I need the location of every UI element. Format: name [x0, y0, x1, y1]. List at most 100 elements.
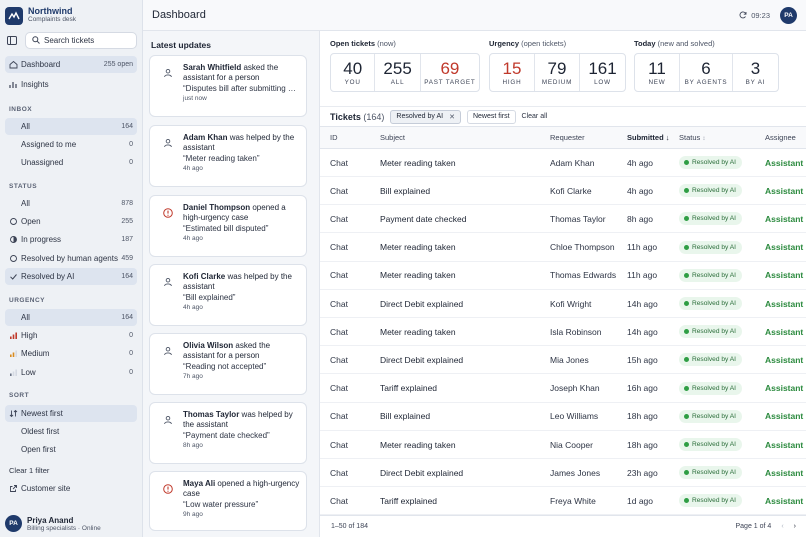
sidebar-toggle-icon[interactable] — [5, 33, 19, 47]
stat-medium-label: MEDIUM — [541, 78, 573, 86]
status-dot-icon — [684, 244, 689, 250]
next-page-icon[interactable]: › — [793, 523, 796, 530]
table-row[interactable]: Chat Meter reading taken Chloe Thompson 11h… — [320, 234, 806, 262]
stat-medium-value: 79 — [547, 58, 567, 78]
col-submitted[interactable]: Submitted ↓ — [627, 133, 670, 142]
cell-subject: Tariff explained — [380, 495, 438, 506]
urgency-medium[interactable]: Medium 0 — [5, 345, 137, 362]
brand[interactable]: Northwind Complaints desk — [0, 0, 142, 31]
col-assignee[interactable]: Assignee — [765, 133, 796, 142]
status-all[interactable]: All 878 — [5, 195, 137, 212]
cell-status: Resolved by AI — [679, 325, 742, 339]
stat-past-target[interactable]: 69 PAST TARGET — [421, 54, 479, 91]
stat-all[interactable]: 255 ALL — [375, 54, 421, 91]
table-row[interactable]: Chat Bill explained Kofi Clarke 4h ago Resol… — [320, 177, 806, 206]
sort-newest-first[interactable]: Newest first — [5, 405, 137, 422]
table-row[interactable]: Chat Bill explained Leo Williams 18h ago Res… — [320, 403, 806, 431]
status-resolved-ai[interactable]: Resolved by AI 164 — [5, 268, 137, 285]
cell-id: Chat — [330, 185, 348, 196]
col-requester[interactable]: Requester — [550, 133, 585, 142]
table-row[interactable]: Chat Direct Debit explained Kofi Wright 14h… — [320, 290, 806, 318]
update-card[interactable]: Sarah Whitfield asked the assistant for … — [149, 55, 307, 117]
update-card[interactable]: Kofi Clarke was helped by the assistant “… — [149, 264, 307, 326]
stat-by-ai[interactable]: 3 BY AI — [733, 54, 778, 91]
urgency-low[interactable]: Low 0 — [5, 364, 137, 381]
table-row[interactable]: Chat Direct Debit explained James Jones 23h… — [320, 459, 806, 488]
table-row[interactable]: Chat Tariff explained Freya White 1d ago Res… — [320, 487, 806, 516]
cell-submitted: 11h ago — [627, 270, 658, 281]
today-title: Today — [634, 39, 656, 48]
stat-all-value: 255 — [383, 58, 412, 78]
inbox-unassigned[interactable]: Unassigned 0 — [5, 154, 137, 171]
urgency-low-label: Low — [21, 368, 36, 377]
stat-new[interactable]: 11 NEW — [635, 54, 680, 91]
refresh-clock[interactable]: 09:23 — [739, 11, 770, 20]
refresh-icon — [739, 11, 747, 19]
table-row[interactable]: Chat Meter reading taken Adam Khan 4h ago Re… — [320, 149, 806, 177]
update-quote: “Payment date checked” — [183, 430, 270, 440]
close-icon[interactable]: ✕ — [449, 113, 455, 121]
latest-updates-heading: Latest updates — [151, 40, 211, 50]
filter-chip[interactable]: Resolved by AI ✕ — [390, 109, 461, 124]
update-name: Kofi Clarke — [183, 272, 226, 281]
cell-assignee: Assistant — [765, 439, 804, 450]
table-row[interactable]: Chat Payment date checked Thomas Taylor 8h … — [320, 205, 806, 234]
nav-insights[interactable]: Insights — [5, 76, 137, 93]
status-badge-label: Resolved by AI — [692, 215, 736, 223]
urgency-note: (open tickets) — [521, 39, 567, 48]
inbox-unassigned-count: 0 — [129, 159, 133, 166]
update-card[interactable]: Daniel Thompson opened a high-urgency ca… — [149, 195, 307, 257]
update-quote: “Bill explained” — [183, 292, 236, 302]
table-row[interactable]: Chat Tariff explained Joseph Khan 16h ago Re… — [320, 375, 806, 403]
stat-by-agents[interactable]: 6 BY AGENTS — [680, 54, 733, 91]
clear-filter-link[interactable]: Clear 1 filter — [9, 466, 50, 475]
status-badge: Resolved by AI — [679, 438, 742, 451]
update-card[interactable]: Maya Ali opened a high-urgency case “Low … — [149, 471, 307, 531]
cell-submitted: 14h ago — [627, 326, 658, 337]
urgency-medium-label: Medium — [21, 349, 50, 358]
user-profile[interactable]: PA Priya Anand Billing specialists · Onl… — [5, 515, 101, 532]
header-avatar[interactable]: PA — [780, 6, 797, 24]
table-row[interactable]: Chat Direct Debit explained Mia Jones 15h a… — [320, 346, 806, 375]
nav-dashboard[interactable]: Dashboard 255 open — [5, 56, 137, 73]
status-resolved-human[interactable]: Resolved by human agents 459 — [5, 250, 137, 267]
urgency-high[interactable]: High 0 — [5, 327, 137, 344]
update-card[interactable]: Olivia Wilson asked the assistant for a … — [149, 333, 307, 395]
sort-oldest-first[interactable]: Oldest first — [5, 423, 137, 440]
urgency-all[interactable]: All 164 — [5, 309, 137, 326]
table-row[interactable]: Chat Meter reading taken Isla Robinson 14h … — [320, 318, 806, 347]
signal-low-icon — [10, 369, 17, 376]
table-row[interactable]: Chat Meter reading taken Nia Cooper 18h ago… — [320, 431, 806, 459]
stat-low[interactable]: 161 LOW — [580, 54, 625, 91]
update-card[interactable]: Thomas Taylor was helped by the assistan… — [149, 402, 307, 464]
update-card[interactable]: Adam Khan was helped by the assistant “Me… — [149, 125, 307, 187]
page-title: Dashboard — [152, 9, 206, 21]
pager: Page 1 of 4 ‹ › — [736, 523, 797, 530]
search-input[interactable]: Search tickets — [25, 31, 137, 49]
stat-you[interactable]: 40 YOU — [331, 54, 376, 91]
sort-chip[interactable]: Newest first — [466, 109, 516, 124]
cell-assignee: Assistant — [765, 326, 804, 337]
cell-subject: Tariff explained — [380, 383, 438, 394]
stat-medium[interactable]: 79 MEDIUM — [535, 54, 580, 91]
col-status[interactable]: Status ↕ — [679, 133, 705, 142]
table-row[interactable]: Chat Meter reading taken Thomas Edwards 11h… — [320, 262, 806, 290]
stat-high[interactable]: 15 HIGH — [490, 54, 535, 91]
cell-id: Chat — [330, 242, 348, 253]
sort-open-first[interactable]: Open first — [5, 441, 137, 458]
prev-page-icon[interactable]: ‹ — [781, 523, 784, 530]
cell-assignee: Assistant — [765, 467, 804, 478]
nav-insights-label: Insights — [21, 80, 49, 89]
clear-all-button[interactable]: Clear all — [521, 113, 548, 120]
status-in-progress[interactable]: In progress 187 — [5, 231, 137, 248]
customer-site-link[interactable]: Customer site — [5, 480, 137, 497]
stat-you-label: YOU — [344, 78, 361, 86]
inbox-assigned-to-me[interactable]: Assigned to me 0 — [5, 136, 137, 153]
inbox-all[interactable]: All 164 — [5, 118, 137, 135]
status-open[interactable]: Open 255 — [5, 213, 137, 230]
update-action: was helped by the assistant — [183, 410, 293, 430]
tickets-count: (164) — [363, 111, 385, 122]
col-id[interactable]: ID — [330, 133, 338, 142]
status-badge-label: Resolved by AI — [692, 356, 736, 364]
col-subject[interactable]: Subject — [380, 133, 406, 142]
